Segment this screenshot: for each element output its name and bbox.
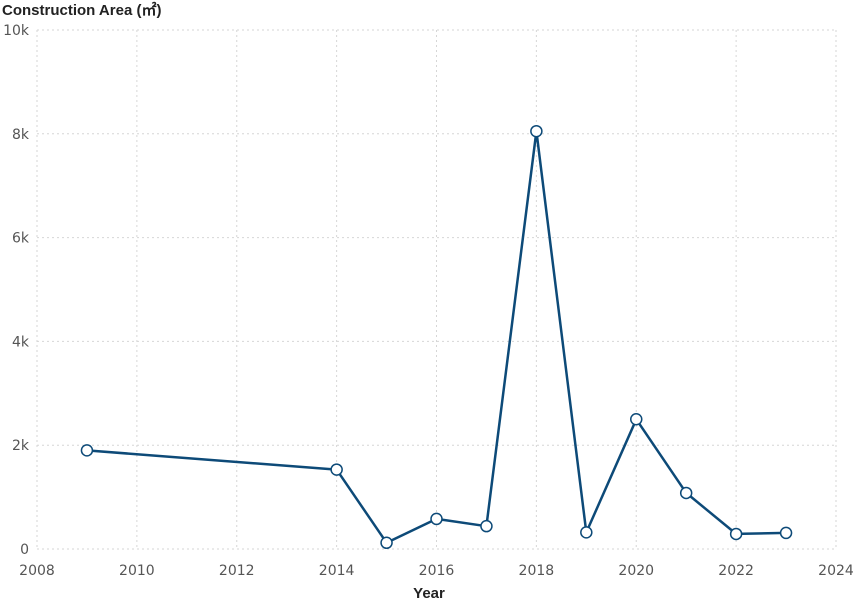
x-tick-label: 2012 xyxy=(219,563,255,579)
x-axis-title: Year xyxy=(413,585,445,602)
data-point[interactable] xyxy=(480,519,493,533)
x-tick-label: 2022 xyxy=(718,563,754,579)
data-series xyxy=(80,124,793,550)
grid-lines xyxy=(36,29,837,550)
x-tick-label: 2010 xyxy=(119,563,155,579)
x-tick-label: 2024 xyxy=(818,563,854,579)
y-tick-label: 0 xyxy=(20,542,29,558)
data-point[interactable] xyxy=(380,536,393,550)
data-point[interactable] xyxy=(430,512,443,526)
x-tick-label: 2020 xyxy=(618,563,654,579)
data-point[interactable] xyxy=(630,413,643,426)
x-tick-label: 2014 xyxy=(319,563,355,579)
data-point[interactable] xyxy=(530,124,543,138)
data-point[interactable] xyxy=(330,463,343,476)
y-tick-label: 6k xyxy=(12,231,30,247)
x-tick-label: 2016 xyxy=(419,563,455,579)
data-point[interactable] xyxy=(779,526,793,540)
data-point[interactable] xyxy=(679,486,693,500)
chart-title: Construction Area (㎡) xyxy=(2,2,162,19)
y-tick-label: 8k xyxy=(12,127,30,143)
y-tick-label: 2k xyxy=(12,438,30,454)
x-tick-label: 2008 xyxy=(19,563,55,579)
data-point[interactable] xyxy=(729,527,743,541)
data-point[interactable] xyxy=(80,444,94,457)
x-tick-label: 2018 xyxy=(519,563,555,579)
y-tick-label: 4k xyxy=(12,334,30,350)
y-tick-label: 10k xyxy=(3,23,30,39)
data-point[interactable] xyxy=(580,526,593,539)
axis-ticks: 2008 2010 2012 2014 2016 2018 2020 2022 2024 0 2k 4… xyxy=(3,23,854,579)
